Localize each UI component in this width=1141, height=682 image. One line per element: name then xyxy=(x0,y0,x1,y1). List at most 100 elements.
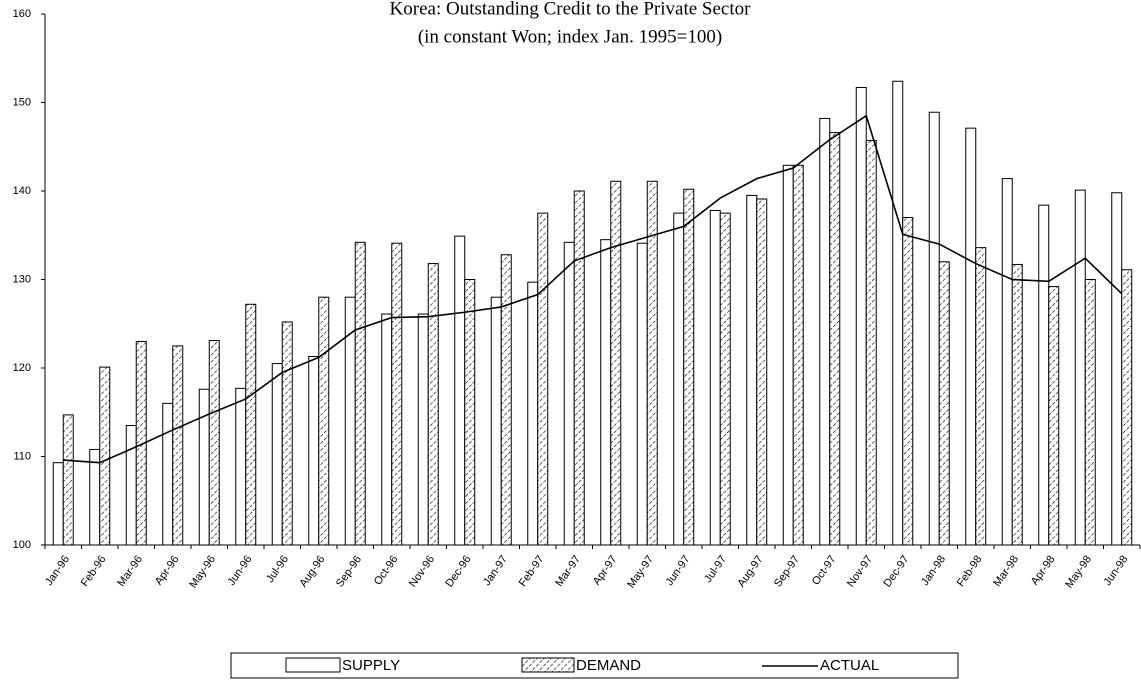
bar xyxy=(308,355,320,546)
y-tick-label: 110 xyxy=(13,450,31,462)
bar xyxy=(829,132,841,546)
bar xyxy=(902,217,914,546)
line xyxy=(63,114,1123,464)
x-tick-label: Feb-96 xyxy=(79,554,109,589)
x-tick-label: Apr-98 xyxy=(1029,554,1058,588)
x-tick-label: Jan-96 xyxy=(43,554,72,588)
chart-title: Korea: Outstanding Credit to the Private… xyxy=(390,0,752,19)
bar xyxy=(235,387,247,546)
bar xyxy=(162,402,174,546)
bar xyxy=(198,388,210,546)
bar xyxy=(62,414,74,546)
bar xyxy=(464,279,476,546)
legend-swatch xyxy=(285,657,341,673)
x-tick-label: Oct-97 xyxy=(810,554,839,588)
x-tick-label: Sep-97 xyxy=(772,554,802,590)
x-tick-label: Jul-97 xyxy=(702,554,729,585)
bar xyxy=(719,212,731,546)
legend-box xyxy=(230,652,959,679)
bar xyxy=(646,180,658,546)
legend: SUPPLY DEMAND ACTUAL xyxy=(230,652,959,679)
x-tick-label: May-98 xyxy=(1063,554,1094,591)
bar xyxy=(391,242,403,546)
chart-subtitle: (in constant Won; index Jan. 1995=100) xyxy=(418,26,722,47)
x-tick-label: Nov-97 xyxy=(845,554,875,590)
bar xyxy=(1011,263,1023,546)
y-tick-label: 150 xyxy=(13,96,31,108)
y-tick-label: 120 xyxy=(13,362,31,374)
bar xyxy=(673,212,685,546)
bar xyxy=(527,281,539,546)
bar xyxy=(354,241,366,546)
bar xyxy=(636,242,648,546)
bar xyxy=(938,261,950,546)
bar xyxy=(746,194,758,546)
bar xyxy=(782,164,794,546)
bar xyxy=(454,235,466,546)
bar xyxy=(573,190,585,546)
legend-label: ACTUAL xyxy=(820,657,879,674)
y-tick-label: 140 xyxy=(13,185,31,197)
x-tick-label: Jul-96 xyxy=(264,554,291,585)
bar xyxy=(1001,178,1013,546)
x-tick-label: Feb-98 xyxy=(955,554,985,589)
bar xyxy=(281,321,293,546)
bar xyxy=(819,117,831,546)
x-tick-label: Mar-97 xyxy=(553,554,583,589)
x-tick-label: Dec-96 xyxy=(443,554,473,590)
bar xyxy=(610,180,622,546)
bar xyxy=(1048,286,1060,546)
bar xyxy=(855,86,867,546)
x-tick-label: Apr-97 xyxy=(591,554,620,588)
bar xyxy=(892,80,904,546)
bar xyxy=(135,340,147,546)
bar xyxy=(792,164,804,546)
legend-label: DEMAND xyxy=(576,657,641,674)
bar xyxy=(271,363,283,546)
y-tick-label: 100 xyxy=(13,539,31,551)
bar xyxy=(1121,269,1133,546)
bar xyxy=(89,448,101,546)
x-tick-label: Feb-97 xyxy=(517,554,547,589)
bar xyxy=(172,345,184,546)
legend-swatch xyxy=(521,657,575,673)
y-tick-label: 130 xyxy=(13,273,31,285)
x-tick-label: Jan-97 xyxy=(481,554,510,588)
bar xyxy=(490,296,502,546)
x-tick-label: Jun-97 xyxy=(663,554,692,588)
bar xyxy=(381,313,393,546)
x-tick-label: Aug-96 xyxy=(297,554,327,590)
bar xyxy=(318,296,330,546)
x-tick-label: Oct-96 xyxy=(372,554,401,588)
bar xyxy=(1074,189,1086,546)
x-tick-label: Dec-97 xyxy=(881,554,911,590)
bar xyxy=(427,263,439,546)
bar xyxy=(756,198,768,546)
x-tick-label: Jun-96 xyxy=(225,554,254,588)
x-tick-label: Sep-96 xyxy=(334,554,364,590)
bar xyxy=(600,239,612,546)
bar xyxy=(537,212,549,546)
bar xyxy=(208,340,220,546)
bar xyxy=(683,188,695,546)
x-tick-label: Mar-96 xyxy=(115,554,145,589)
x-tick-label: Jun-98 xyxy=(1101,554,1130,588)
bar xyxy=(417,313,429,546)
bar xyxy=(125,425,137,546)
legend-label: SUPPLY xyxy=(342,657,400,674)
bar xyxy=(928,111,940,546)
bar xyxy=(1038,204,1050,546)
bar xyxy=(975,247,987,546)
x-tick-label: Aug-97 xyxy=(735,554,765,590)
bar xyxy=(1111,192,1123,546)
x-tick-label: Apr-96 xyxy=(153,554,182,588)
bar xyxy=(709,209,721,546)
y-tick-label: 160 xyxy=(13,8,31,20)
bar xyxy=(99,366,111,546)
x-tick-label: Jan-98 xyxy=(919,554,948,588)
bar xyxy=(563,241,575,546)
x-tick-label: May-97 xyxy=(625,554,656,591)
bar xyxy=(52,462,64,546)
x-tick-label: May-96 xyxy=(187,554,218,591)
